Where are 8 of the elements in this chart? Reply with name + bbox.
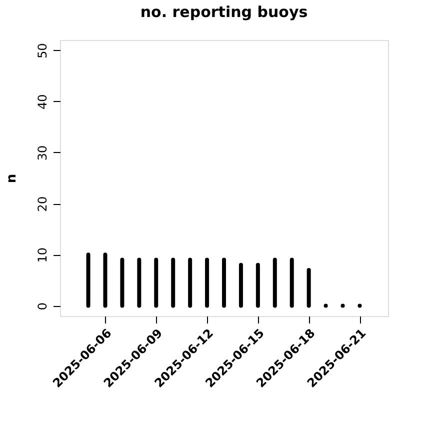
y-tick-label: 40 bbox=[36, 94, 50, 110]
y-axis-title: n bbox=[4, 174, 20, 184]
y-tick-label: 10 bbox=[36, 248, 50, 263]
y-tick-label: 50 bbox=[36, 43, 50, 58]
chart-title: no. reporting buoys bbox=[140, 3, 308, 21]
y-tick-label: 20 bbox=[36, 196, 50, 212]
y-tick-label: 0 bbox=[36, 302, 50, 310]
y-tick-label: 30 bbox=[36, 145, 50, 161]
